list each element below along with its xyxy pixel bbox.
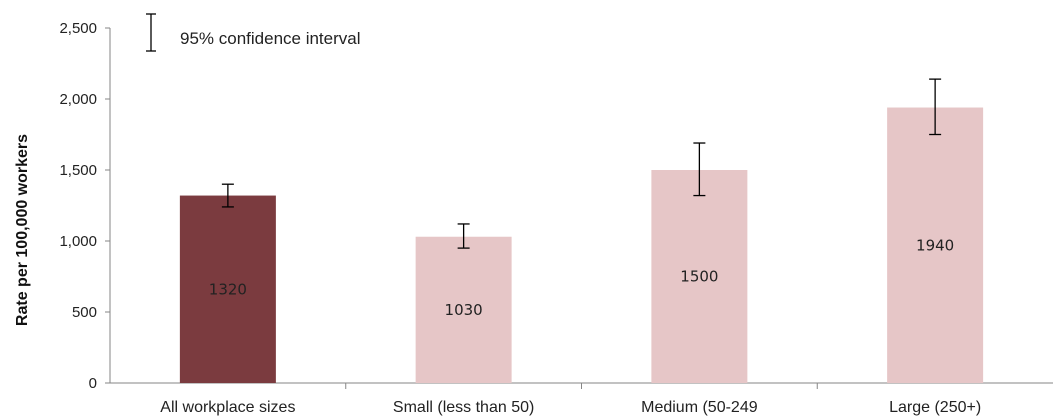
y-tick-label: 500 [72,304,97,321]
y-tick-label: 1,500 [59,162,97,179]
x-ticks [345,383,818,389]
category-label: Medium (50-249 [641,399,758,416]
bar [887,107,984,384]
y-ticks: 0 500 1,000 1,500 2,000 2,500 [59,20,110,392]
bar [415,236,512,383]
y-tick-label: 2,000 [59,91,97,108]
category-label: Small (less than 50) [393,399,534,416]
bars [179,107,984,384]
bar-value-label: 1030 [445,301,483,319]
bar [651,170,748,383]
y-tick-label: 2,500 [59,20,97,37]
category-labels: All workplace sizes Small (less than 50) M… [160,399,981,416]
legend-label: 95% confidence interval [180,29,361,48]
bar-value-labels: 1320 1030 1500 1940 [209,236,954,319]
bar-value-label: 1940 [916,236,954,254]
bar [179,195,276,383]
category-label: All workplace sizes [160,399,295,416]
y-axis-label: Rate per 100,000 workers [14,134,31,326]
error-bars [221,78,942,249]
category-label: Large (250+) [889,399,981,416]
y-tick-label: 1,000 [59,233,97,250]
y-tick-label: 0 [89,375,97,392]
bar-value-label: 1320 [209,280,247,298]
bar-value-label: 1500 [680,268,718,286]
legend: 95% confidence interval [146,13,361,52]
